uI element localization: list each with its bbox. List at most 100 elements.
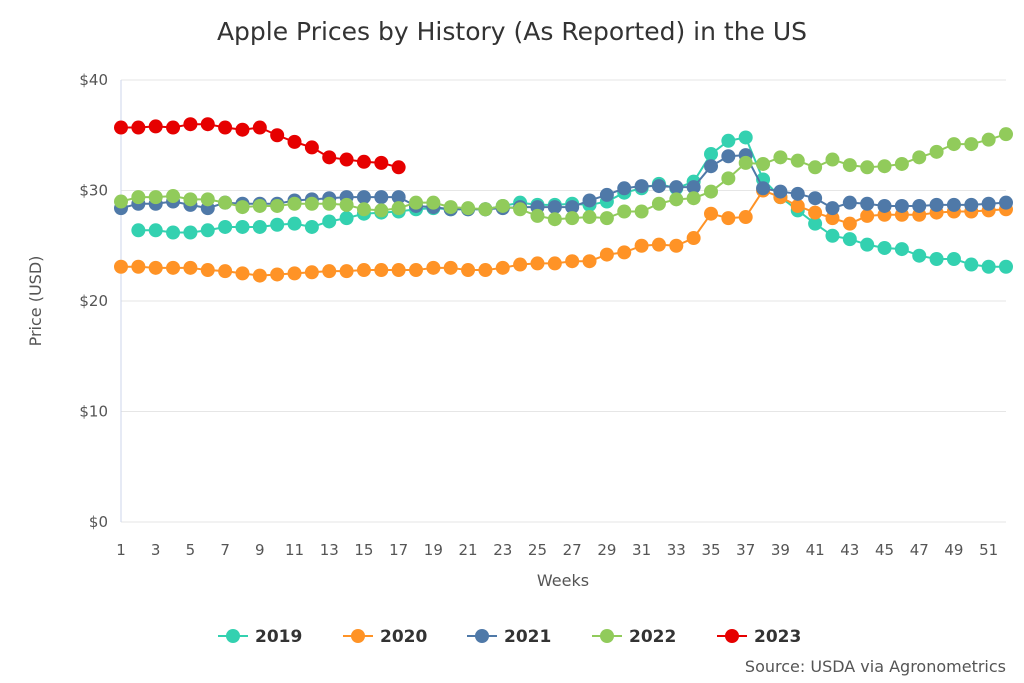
data-point[interactable]	[530, 208, 545, 223]
data-point[interactable]	[686, 180, 701, 195]
data-point[interactable]	[860, 237, 875, 252]
data-point[interactable]	[877, 159, 892, 174]
data-point[interactable]	[999, 195, 1013, 210]
data-point[interactable]	[114, 120, 128, 135]
data-point[interactable]	[235, 200, 250, 215]
data-point[interactable]	[339, 264, 354, 279]
data-point[interactable]	[912, 248, 927, 263]
data-point[interactable]	[495, 260, 510, 275]
data-point[interactable]	[634, 204, 649, 219]
data-point[interactable]	[617, 245, 632, 260]
data-point[interactable]	[200, 192, 215, 207]
data-point[interactable]	[287, 216, 302, 231]
data-point[interactable]	[860, 160, 875, 175]
data-point[interactable]	[825, 201, 840, 216]
data-point[interactable]	[669, 238, 684, 253]
data-point[interactable]	[686, 231, 701, 246]
data-point[interactable]	[565, 200, 580, 215]
data-point[interactable]	[183, 260, 198, 275]
data-point[interactable]	[374, 190, 389, 205]
data-point[interactable]	[808, 191, 823, 206]
data-point[interactable]	[825, 228, 840, 243]
data-point[interactable]	[929, 144, 944, 159]
data-point[interactable]	[634, 238, 649, 253]
data-point[interactable]	[356, 202, 371, 217]
data-point[interactable]	[322, 150, 337, 165]
data-point[interactable]	[339, 197, 354, 212]
data-point[interactable]	[946, 137, 961, 152]
data-point[interactable]	[409, 263, 423, 278]
data-point[interactable]	[114, 194, 128, 209]
data-point[interactable]	[547, 212, 562, 227]
data-point[interactable]	[599, 247, 614, 262]
data-point[interactable]	[634, 179, 649, 194]
data-point[interactable]	[877, 198, 892, 213]
data-point[interactable]	[426, 195, 441, 210]
data-point[interactable]	[166, 260, 181, 275]
data-point[interactable]	[166, 189, 181, 204]
data-point[interactable]	[964, 197, 979, 212]
data-point[interactable]	[235, 219, 250, 234]
data-point[interactable]	[148, 190, 163, 205]
data-point[interactable]	[183, 225, 198, 240]
data-point[interactable]	[547, 200, 562, 215]
data-point[interactable]	[287, 196, 302, 211]
data-point[interactable]	[825, 152, 840, 167]
data-point[interactable]	[842, 216, 857, 231]
data-point[interactable]	[270, 128, 285, 143]
data-point[interactable]	[790, 198, 805, 213]
data-point[interactable]	[773, 150, 788, 165]
data-point[interactable]	[322, 214, 337, 229]
data-point[interactable]	[218, 195, 233, 210]
data-point[interactable]	[617, 181, 632, 196]
data-point[interactable]	[582, 193, 597, 208]
data-point[interactable]	[738, 210, 753, 225]
data-point[interactable]	[999, 259, 1013, 274]
data-point[interactable]	[131, 190, 146, 205]
data-point[interactable]	[356, 190, 371, 205]
data-point[interactable]	[929, 252, 944, 267]
data-point[interactable]	[426, 260, 441, 275]
data-point[interactable]	[287, 134, 302, 149]
data-point[interactable]	[322, 264, 337, 279]
legend-item-2021[interactable]: 2021	[467, 627, 551, 647]
data-point[interactable]	[651, 179, 666, 194]
data-point[interactable]	[235, 266, 250, 281]
data-point[interactable]	[565, 254, 580, 269]
data-point[interactable]	[339, 211, 354, 226]
data-point[interactable]	[964, 137, 979, 152]
data-point[interactable]	[443, 200, 458, 215]
data-point[interactable]	[183, 117, 198, 132]
data-point[interactable]	[738, 155, 753, 170]
data-point[interactable]	[617, 204, 632, 219]
data-point[interactable]	[166, 225, 181, 240]
data-point[interactable]	[929, 197, 944, 212]
data-point[interactable]	[946, 197, 961, 212]
data-point[interactable]	[721, 133, 736, 148]
data-point[interactable]	[704, 159, 718, 174]
data-point[interactable]	[669, 192, 684, 207]
data-point[interactable]	[686, 191, 701, 206]
data-point[interactable]	[304, 219, 319, 234]
data-point[interactable]	[391, 190, 406, 205]
data-point[interactable]	[721, 211, 736, 226]
legend-item-2020[interactable]: 2020	[343, 627, 427, 647]
data-point[interactable]	[461, 263, 476, 278]
data-point[interactable]	[721, 171, 736, 186]
data-point[interactable]	[946, 252, 961, 267]
data-point[interactable]	[391, 263, 406, 278]
data-point[interactable]	[651, 237, 666, 252]
data-point[interactable]	[964, 257, 979, 272]
data-point[interactable]	[842, 195, 857, 210]
data-point[interactable]	[842, 158, 857, 173]
data-point[interactable]	[304, 196, 319, 211]
data-point[interactable]	[478, 202, 493, 217]
data-point[interactable]	[773, 184, 788, 199]
legend-item-2019[interactable]: 2019	[218, 627, 302, 647]
data-point[interactable]	[391, 201, 406, 216]
data-point[interactable]	[790, 186, 805, 201]
data-point[interactable]	[738, 130, 753, 145]
data-point[interactable]	[669, 180, 684, 195]
data-point[interactable]	[877, 240, 892, 255]
data-point[interactable]	[374, 155, 389, 170]
